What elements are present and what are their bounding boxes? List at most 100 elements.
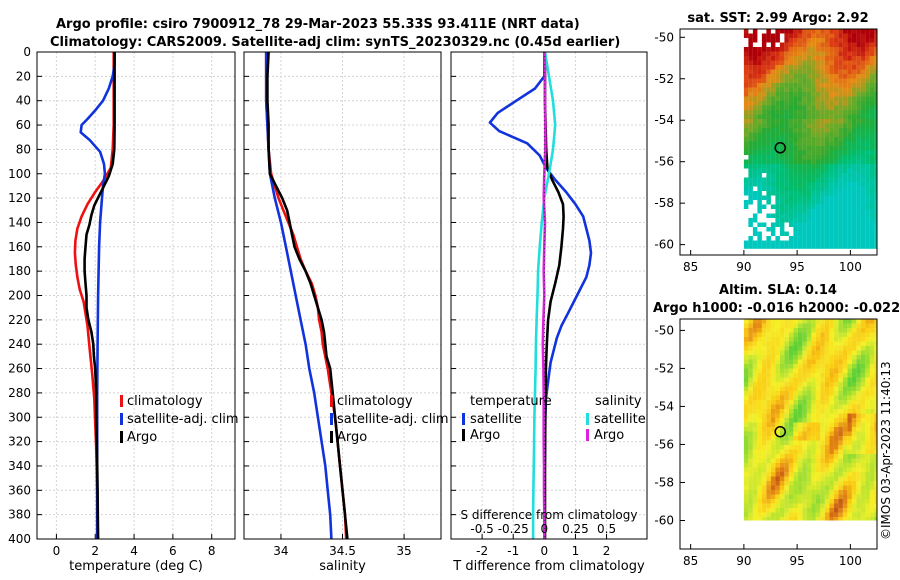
y-tick-label: 120	[8, 191, 31, 205]
legend-swatch	[120, 395, 123, 407]
y-tick-label: 240	[8, 337, 31, 351]
sla-map-panel: 85 90 95 100 -50 -52 -54 -56 -58 -60 Altim. SLA: 0…	[653, 283, 900, 568]
difference-profile-panel: -2 -1 0 1 2T difference from climatology temp…	[450, 51, 648, 574]
argo-position-marker	[774, 142, 786, 154]
s-axis-title: S difference from climatology	[461, 508, 638, 522]
plot-frame	[450, 51, 648, 540]
legend-label: climatology	[337, 394, 413, 409]
argo-position-marker	[774, 425, 786, 438]
y-tick-label: 380	[8, 508, 31, 522]
x-tick-label: 100	[839, 260, 862, 274]
series-line-salinity-satellite	[531, 51, 557, 539]
series-line-temperature-satellite	[488, 52, 593, 539]
legend-label: satellite	[470, 412, 522, 427]
imos-watermark: ©IMOS 03-Apr-2023 11:40:13	[879, 361, 893, 540]
legend-group-title: salinity	[595, 394, 642, 409]
x-axis-label: T difference from climatology	[452, 559, 645, 574]
y-tick-label: -52	[654, 361, 674, 375]
map-frame	[679, 28, 878, 256]
y-tick-label: -54	[654, 399, 674, 413]
legend-swatch	[586, 413, 589, 425]
x-tick-label: 34	[273, 544, 288, 558]
figure-title-line2: Climatology: CARS2009. Satellite-adj cli…	[50, 35, 620, 50]
x-tick-label: 0	[541, 544, 549, 558]
series-line-argo	[266, 51, 349, 540]
y-tick-label: 80	[16, 142, 31, 156]
x-tick-label: 85	[683, 260, 698, 274]
legend-label: Argo	[470, 428, 500, 443]
sst-map-title: sat. SST: 2.99 Argo: 2.92	[687, 11, 868, 26]
y-tick-label: 200	[8, 289, 31, 303]
y-tick-label: -58	[654, 196, 674, 210]
sla-map-subtitle: Argo h1000: -0.016 h2000: -0.022	[653, 301, 900, 316]
legend-swatch	[462, 429, 465, 441]
sst-map-panel: 85 90 95 100 -50 -52 -54 -56 -58 -60 sat. SST: 2.9…	[654, 11, 878, 274]
y-tick-label: -52	[654, 72, 674, 86]
salinity-profile-panel: 34 34.5 35 salinity climatology satellite-adj…	[243, 51, 449, 574]
sla-map-title: Altim. SLA: 0.14	[719, 283, 837, 298]
x-tick-label: 90	[736, 260, 751, 274]
x-tick-label: 34.5	[329, 544, 356, 558]
y-tick-label: 160	[8, 240, 31, 254]
x-tick-label: -1	[507, 544, 519, 558]
sst-raster	[743, 29, 877, 249]
x-tick-label: 6	[169, 544, 177, 558]
y-tick-label: 340	[8, 459, 31, 473]
legend-label: satellite-adj. clim	[337, 412, 449, 427]
x-tick-label: 90	[736, 554, 751, 568]
x-tick-label: -2	[476, 544, 488, 558]
x-tick-label: 0	[53, 544, 61, 558]
y-tick-label: 180	[8, 264, 31, 278]
y-tick-label: 360	[8, 483, 31, 497]
y-tick-label: -56	[654, 155, 674, 169]
map-frame	[679, 318, 878, 550]
s-axis-tick-label: 0.5	[597, 522, 616, 536]
y-tick-label: 400	[8, 532, 31, 546]
y-tick-label: 260	[8, 362, 31, 376]
legend-label: satellite-adj. clim	[127, 412, 239, 427]
x-tick-label: 8	[208, 544, 216, 558]
y-tick-label: 300	[8, 410, 31, 424]
x-tick-label: 1	[572, 544, 580, 558]
x-axis-label: temperature (deg C)	[69, 559, 203, 574]
y-tick-label: 320	[8, 435, 31, 449]
y-tick-label: 220	[8, 313, 31, 327]
y-tick-label: 20	[16, 69, 31, 83]
x-tick-label: 4	[130, 544, 138, 558]
legend-swatch	[120, 413, 123, 425]
y-tick-label: -54	[654, 113, 674, 127]
legend-label: Argo	[127, 430, 157, 445]
x-tick-label: 85	[683, 554, 698, 568]
plot-frame	[243, 51, 442, 540]
x-tick-label: 95	[789, 260, 804, 274]
s-axis-tick-label: 0.25	[562, 522, 589, 536]
legend-label: satellite	[594, 412, 646, 427]
temperature-profile-panel: 0 2 4 6 802040608010012014016018020022024026…	[8, 45, 239, 574]
y-tick-label: -56	[654, 437, 674, 451]
sla-raster	[743, 319, 877, 521]
x-axis-label: salinity	[319, 559, 366, 574]
legend-label: Argo	[594, 428, 624, 443]
legend-swatch	[586, 429, 589, 441]
y-tick-label: 280	[8, 386, 31, 400]
y-tick-label: -50	[654, 30, 674, 44]
s-axis-tick-label: 0	[541, 522, 549, 536]
legend-swatch	[462, 413, 465, 425]
y-tick-label: -60	[654, 513, 674, 527]
x-tick-label: 2	[91, 544, 99, 558]
x-tick-label: 35	[396, 544, 411, 558]
y-tick-label: -60	[654, 238, 674, 252]
y-tick-label: 140	[8, 215, 31, 229]
y-tick-label: 40	[16, 94, 31, 108]
y-tick-label: -58	[654, 475, 674, 489]
y-tick-label: 100	[8, 167, 31, 181]
legend-group-title: temperature	[470, 394, 552, 409]
x-tick-label: 95	[789, 554, 804, 568]
series-line-argo	[83, 52, 116, 540]
s-axis-tick-label: -0.25	[498, 522, 529, 536]
legend-swatch	[120, 431, 123, 443]
legend-label: climatology	[127, 394, 203, 409]
y-tick-label: 0	[23, 45, 31, 59]
series-line-satellite-adj-clim	[79, 52, 116, 539]
series-line-climatology	[264, 52, 348, 540]
